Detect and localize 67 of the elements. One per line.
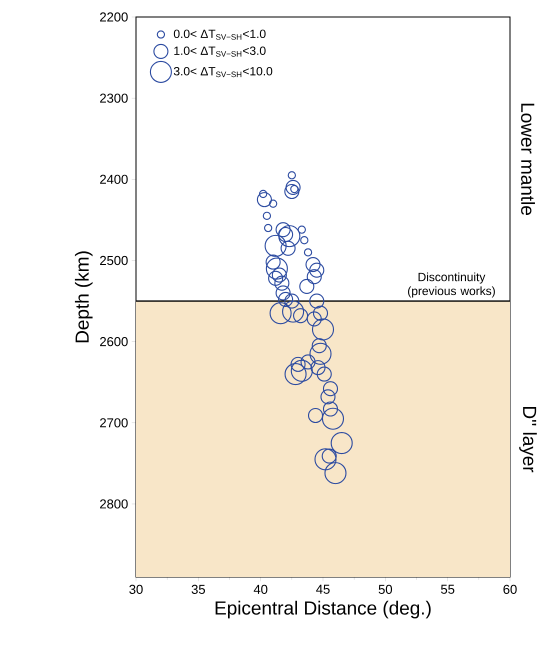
legend-label: 0.0< ΔT$_{SV−SH}$<1.0 [174, 30, 266, 40]
point [308, 408, 324, 424]
point [266, 258, 288, 280]
point [300, 354, 316, 370]
point [290, 360, 313, 382]
point [278, 292, 294, 307]
y-tick-label: 2400 [100, 174, 128, 184]
point [305, 256, 321, 272]
point [288, 171, 296, 180]
band-label: D'' layer [519, 406, 537, 472]
point [262, 212, 272, 220]
x-tick-label: 45 [316, 584, 330, 594]
point [310, 360, 326, 376]
point [259, 190, 268, 198]
point [264, 234, 287, 257]
point [278, 225, 300, 248]
point [286, 180, 301, 195]
x-tick-label: 55 [440, 584, 454, 594]
y-tick-label: 2800 [100, 499, 128, 509]
x-tick-label: 60 [503, 584, 517, 594]
point [312, 318, 334, 341]
point [322, 401, 338, 417]
point [284, 363, 307, 386]
point [268, 200, 278, 208]
point [314, 448, 337, 470]
point [324, 462, 347, 484]
point [322, 408, 344, 430]
point [280, 240, 296, 256]
point [298, 225, 306, 234]
point [256, 192, 272, 208]
point [300, 236, 308, 244]
x-axis-title: Epicentral Distance (deg.) [216, 600, 431, 618]
point [330, 432, 353, 454]
point [316, 366, 332, 382]
point [276, 285, 291, 300]
point [268, 270, 284, 286]
point [284, 294, 300, 309]
point [312, 306, 328, 321]
text: Lower mantle [521, 104, 535, 215]
y-tick-label: 2300 [100, 94, 128, 103]
legend-label: 3.0< ΔT$_{SV−SH}$<10.0 [174, 66, 272, 78]
point [299, 278, 314, 294]
y-tick-label: 2600 [100, 337, 128, 346]
point [309, 294, 324, 309]
point [309, 262, 324, 278]
point [322, 381, 338, 396]
point [284, 184, 300, 200]
x-tick-label: 40 [254, 584, 268, 594]
point [306, 311, 322, 326]
ref-line-label: Discontinuity (previous works) [408, 272, 495, 298]
y-tick-label: 2700 [100, 418, 128, 428]
y-axis-title: Depth (km) [74, 251, 93, 342]
point [309, 342, 332, 365]
point [320, 389, 336, 404]
point [282, 300, 304, 323]
x-tick-label: 35 [192, 584, 205, 594]
point [264, 224, 272, 232]
y-tick-label: 2500 [100, 256, 128, 266]
legend-label: 1.0< ΔT$_{SV−SH}$<3.0 [174, 46, 266, 57]
point [306, 269, 322, 284]
y-tick-label: 2200 [100, 12, 128, 22]
point [270, 302, 292, 324]
point [274, 276, 290, 291]
x-tick-label: 50 [378, 584, 392, 594]
point [304, 248, 312, 257]
point [312, 338, 327, 354]
x-tick-label: 30 [129, 584, 143, 594]
